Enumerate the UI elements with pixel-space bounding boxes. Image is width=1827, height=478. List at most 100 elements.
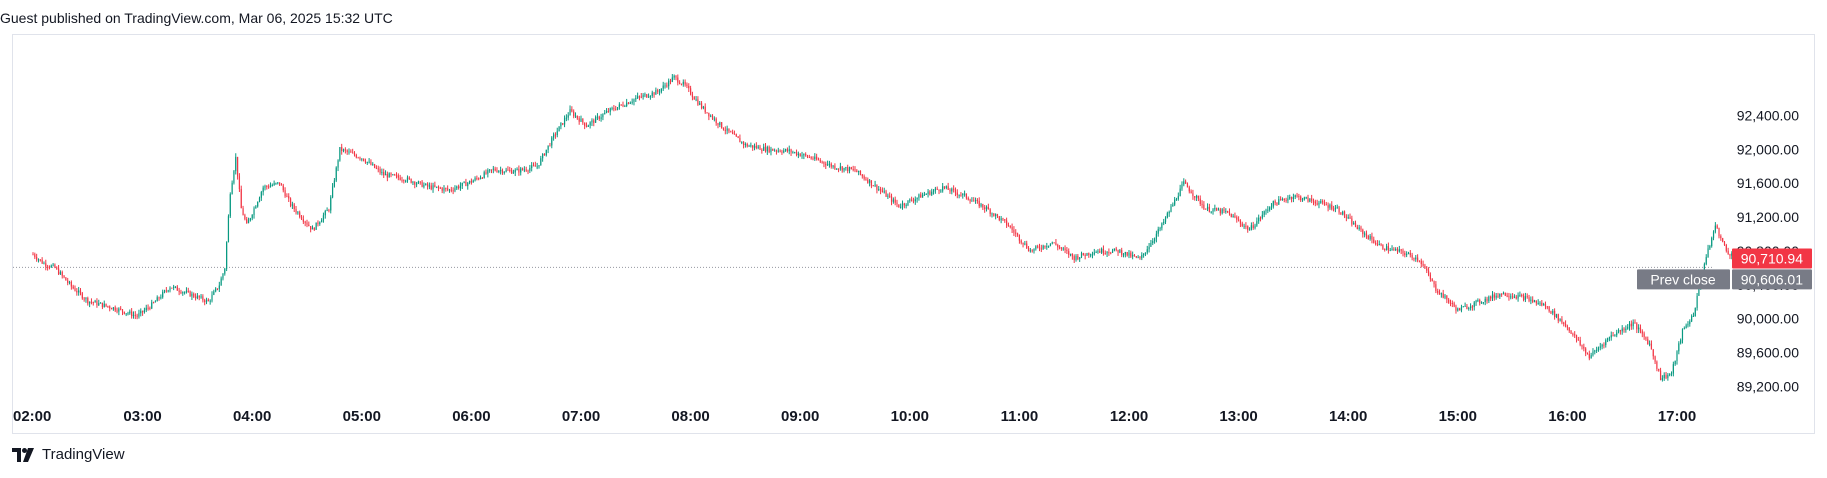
candle-body (1681, 329, 1684, 341)
candle (527, 169, 529, 175)
candle (954, 187, 957, 197)
candle (688, 83, 690, 93)
candle-body (613, 108, 615, 110)
candle (1680, 338, 1682, 345)
candle (803, 153, 805, 160)
candle-body (671, 77, 673, 82)
candle (1438, 289, 1441, 295)
candle-body (140, 310, 142, 314)
candle (432, 182, 434, 193)
candle (68, 280, 71, 285)
candle (1389, 247, 1391, 252)
candle-body (1579, 340, 1581, 345)
candle (702, 105, 704, 110)
candle (774, 148, 776, 152)
candle-body (138, 313, 140, 317)
candle-body (154, 301, 156, 303)
candle-body (43, 263, 45, 265)
candle-body (1057, 244, 1059, 248)
candle-body (803, 154, 805, 156)
candle-body (925, 193, 927, 195)
candle-body (41, 259, 43, 264)
candle (317, 220, 319, 227)
candle-body (81, 293, 83, 299)
candle-body (352, 152, 354, 154)
candle-body (116, 310, 118, 312)
candle (156, 295, 158, 302)
candle (1316, 199, 1318, 206)
candle (494, 166, 496, 172)
candle (131, 308, 133, 319)
candle-body (1559, 319, 1561, 321)
candle (726, 125, 728, 135)
candle-body (675, 75, 677, 78)
candle-body (584, 122, 586, 126)
candle (501, 168, 504, 175)
candle-body (1026, 243, 1028, 249)
candle (293, 202, 295, 213)
candle (843, 167, 845, 173)
candle (381, 168, 383, 176)
candle-body (110, 308, 113, 310)
candle-body (1360, 227, 1362, 230)
candle-body (1128, 252, 1130, 256)
candle (1020, 239, 1022, 245)
price-chart[interactable]: 92,400.0092,000.0091,600.0091,200.0090,8… (0, 0, 1827, 440)
candle (668, 78, 670, 90)
candle (1398, 245, 1400, 253)
candle (713, 116, 715, 122)
candle (865, 176, 867, 181)
candle-body (478, 178, 480, 180)
candle (1674, 360, 1676, 366)
candle (1272, 200, 1274, 209)
candle-body (1647, 339, 1649, 345)
candle-body (901, 203, 904, 207)
candle (578, 116, 580, 125)
candle-body (1627, 327, 1629, 329)
candle-body (1371, 235, 1373, 240)
candle-body (436, 186, 438, 188)
candle-body (828, 163, 831, 165)
candle (911, 196, 913, 202)
candle (1634, 319, 1636, 324)
candle (593, 118, 595, 127)
candle (1659, 367, 1662, 381)
candle-body (909, 199, 911, 201)
candle (912, 197, 915, 204)
candle (500, 166, 502, 175)
candle (1466, 304, 1468, 310)
x-tick-label: 02:00 (13, 408, 51, 425)
candle (171, 287, 173, 289)
candle-body (872, 185, 874, 187)
candle-body (428, 185, 430, 187)
candle (1000, 215, 1002, 224)
candle-body (36, 257, 38, 260)
candle-body (1617, 330, 1620, 333)
candle (1099, 248, 1101, 254)
candle-body (1322, 201, 1324, 203)
candle (1332, 205, 1335, 212)
candle-body (985, 206, 988, 210)
x-tick-label: 08:00 (671, 408, 709, 425)
candle-body (967, 198, 969, 200)
candle (1577, 336, 1579, 341)
candle (1543, 302, 1545, 306)
candle-body (264, 186, 266, 188)
candle (1186, 182, 1189, 188)
candle (1605, 338, 1607, 348)
candle-body (637, 96, 639, 99)
candle-body (454, 188, 456, 191)
candle-body (973, 200, 975, 202)
candle-body (72, 286, 74, 289)
candle-body (969, 199, 971, 202)
candle (125, 313, 127, 317)
candle (1433, 280, 1435, 288)
candle-body (1506, 295, 1508, 297)
candle-body (1230, 213, 1232, 218)
brand-footer[interactable]: TradingView (12, 446, 125, 463)
candle (1320, 198, 1322, 204)
candle (710, 114, 712, 118)
candle-body (1663, 374, 1665, 379)
candle-body (982, 204, 984, 208)
candle-body (401, 179, 403, 181)
